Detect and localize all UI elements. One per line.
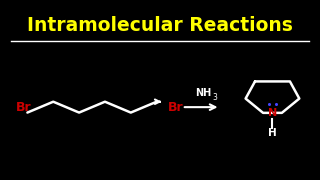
Text: 3: 3 — [213, 93, 218, 102]
Text: N: N — [268, 108, 277, 118]
Text: NH: NH — [195, 88, 212, 98]
Text: Br: Br — [167, 101, 183, 114]
Text: Intramolecular Reactions: Intramolecular Reactions — [27, 16, 293, 35]
Text: Br: Br — [16, 101, 32, 114]
Text: H: H — [268, 128, 277, 138]
